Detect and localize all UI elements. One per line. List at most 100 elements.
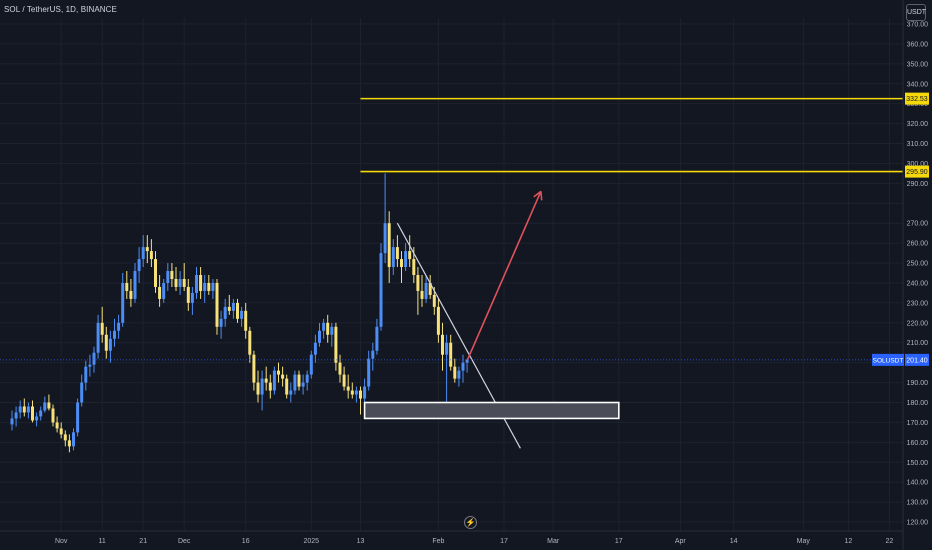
candle-body [326, 322, 330, 335]
x-tick-label: 14 [730, 538, 738, 545]
y-tick-label: 290.00 [907, 181, 929, 188]
y-tick-label: 270.00 [907, 221, 929, 228]
candle-body [354, 390, 358, 395]
candle-body [281, 374, 285, 379]
x-tick-label: Mar [547, 538, 560, 545]
symbol-header: SOL / TetherUS, 1D, BINANCE [4, 5, 117, 14]
candle-body [252, 354, 256, 383]
y-tick-label: 190.00 [907, 380, 929, 387]
candle-body [424, 282, 428, 299]
level-price-tag-text: 295.90 [906, 169, 928, 176]
candle-body [367, 358, 371, 387]
candle-body [84, 366, 88, 383]
candle-body [137, 259, 141, 272]
arrow-head [540, 191, 543, 201]
x-tick-label: May [797, 538, 811, 545]
candle-body [47, 402, 51, 409]
candle-body [313, 342, 317, 355]
candle-body [293, 374, 297, 391]
x-tick-label: 21 [139, 538, 147, 545]
candle-body [432, 294, 436, 307]
candle-body [338, 362, 342, 375]
y-tick-label: 260.00 [907, 241, 929, 248]
y-tick-label: 140.00 [907, 480, 929, 487]
candle-body [420, 290, 424, 299]
candle-body [96, 322, 100, 353]
candle-body [350, 390, 354, 395]
candle-body [199, 275, 203, 291]
y-tick-label: 350.00 [907, 61, 929, 68]
level-price-tag [905, 165, 929, 178]
candle-body [43, 402, 47, 411]
candle-body [211, 282, 215, 291]
y-tick-label: 120.00 [907, 520, 929, 527]
y-tick-label: 130.00 [907, 500, 929, 507]
candle-body [457, 370, 461, 379]
candle-body [133, 271, 137, 299]
candle-body [260, 378, 264, 395]
candle-body [441, 334, 444, 355]
candle-body [203, 282, 207, 291]
candle-body [100, 322, 104, 335]
candle-body [461, 362, 465, 371]
candle-body [268, 382, 272, 391]
candle-body [297, 374, 301, 387]
candle-body [391, 247, 395, 268]
candle-body [277, 370, 280, 375]
y-tick-label: 250.00 [907, 261, 929, 268]
candle-body [400, 259, 403, 268]
symbol-tag [872, 353, 904, 366]
candle-body [154, 259, 157, 287]
candle-body [22, 406, 26, 413]
candle-body [219, 318, 223, 327]
y-tick-label: 230.00 [907, 300, 929, 307]
candle-body [76, 402, 80, 433]
candle-body [305, 374, 309, 383]
candle-body [35, 416, 39, 421]
y-tick-label: 300.00 [907, 161, 929, 168]
support-zone [363, 401, 620, 420]
candle-body [55, 422, 59, 429]
y-tick-label: 170.00 [907, 420, 929, 427]
y-tick-label: 310.00 [907, 141, 929, 148]
candle-body [72, 432, 75, 447]
candle-body [428, 282, 432, 295]
x-tick-label: 13 [357, 538, 365, 545]
candle-body [231, 302, 235, 311]
candle-body [412, 259, 416, 276]
x-tick-label: Dec [178, 538, 191, 545]
candle-body [186, 286, 190, 303]
symbol-tag-text: SOLUSDT [873, 357, 904, 364]
lightning-icon[interactable]: ⚡ [464, 516, 477, 529]
candle-body [240, 310, 244, 319]
drawings[interactable] [0, 97, 903, 449]
candle-body [309, 354, 313, 375]
candle-body [363, 386, 367, 399]
candle-body [14, 412, 18, 419]
candle-body [285, 378, 289, 395]
candle-body [26, 406, 30, 413]
y-tick-label: 320.00 [907, 121, 929, 128]
candle-body [178, 278, 182, 287]
candle-body [170, 271, 174, 279]
candle-body [244, 310, 248, 331]
candle-body [449, 342, 453, 367]
candle-body [141, 247, 145, 260]
candle-body [80, 382, 84, 403]
candle-body [371, 350, 375, 359]
x-tick-label: 22 [886, 538, 894, 545]
candle-body [113, 330, 116, 339]
x-tick-label: Feb [432, 538, 444, 545]
candle-body [223, 306, 227, 319]
y-tick-label: 360.00 [907, 41, 929, 48]
candle-body [18, 406, 22, 413]
y-tick-label: 240.00 [907, 280, 929, 287]
candle-body [227, 306, 231, 311]
arrow-head [533, 190, 542, 198]
candle-body [256, 382, 260, 395]
candle-body [195, 275, 198, 293]
candle-body [359, 390, 362, 399]
currency-button[interactable]: USDT [906, 4, 926, 21]
